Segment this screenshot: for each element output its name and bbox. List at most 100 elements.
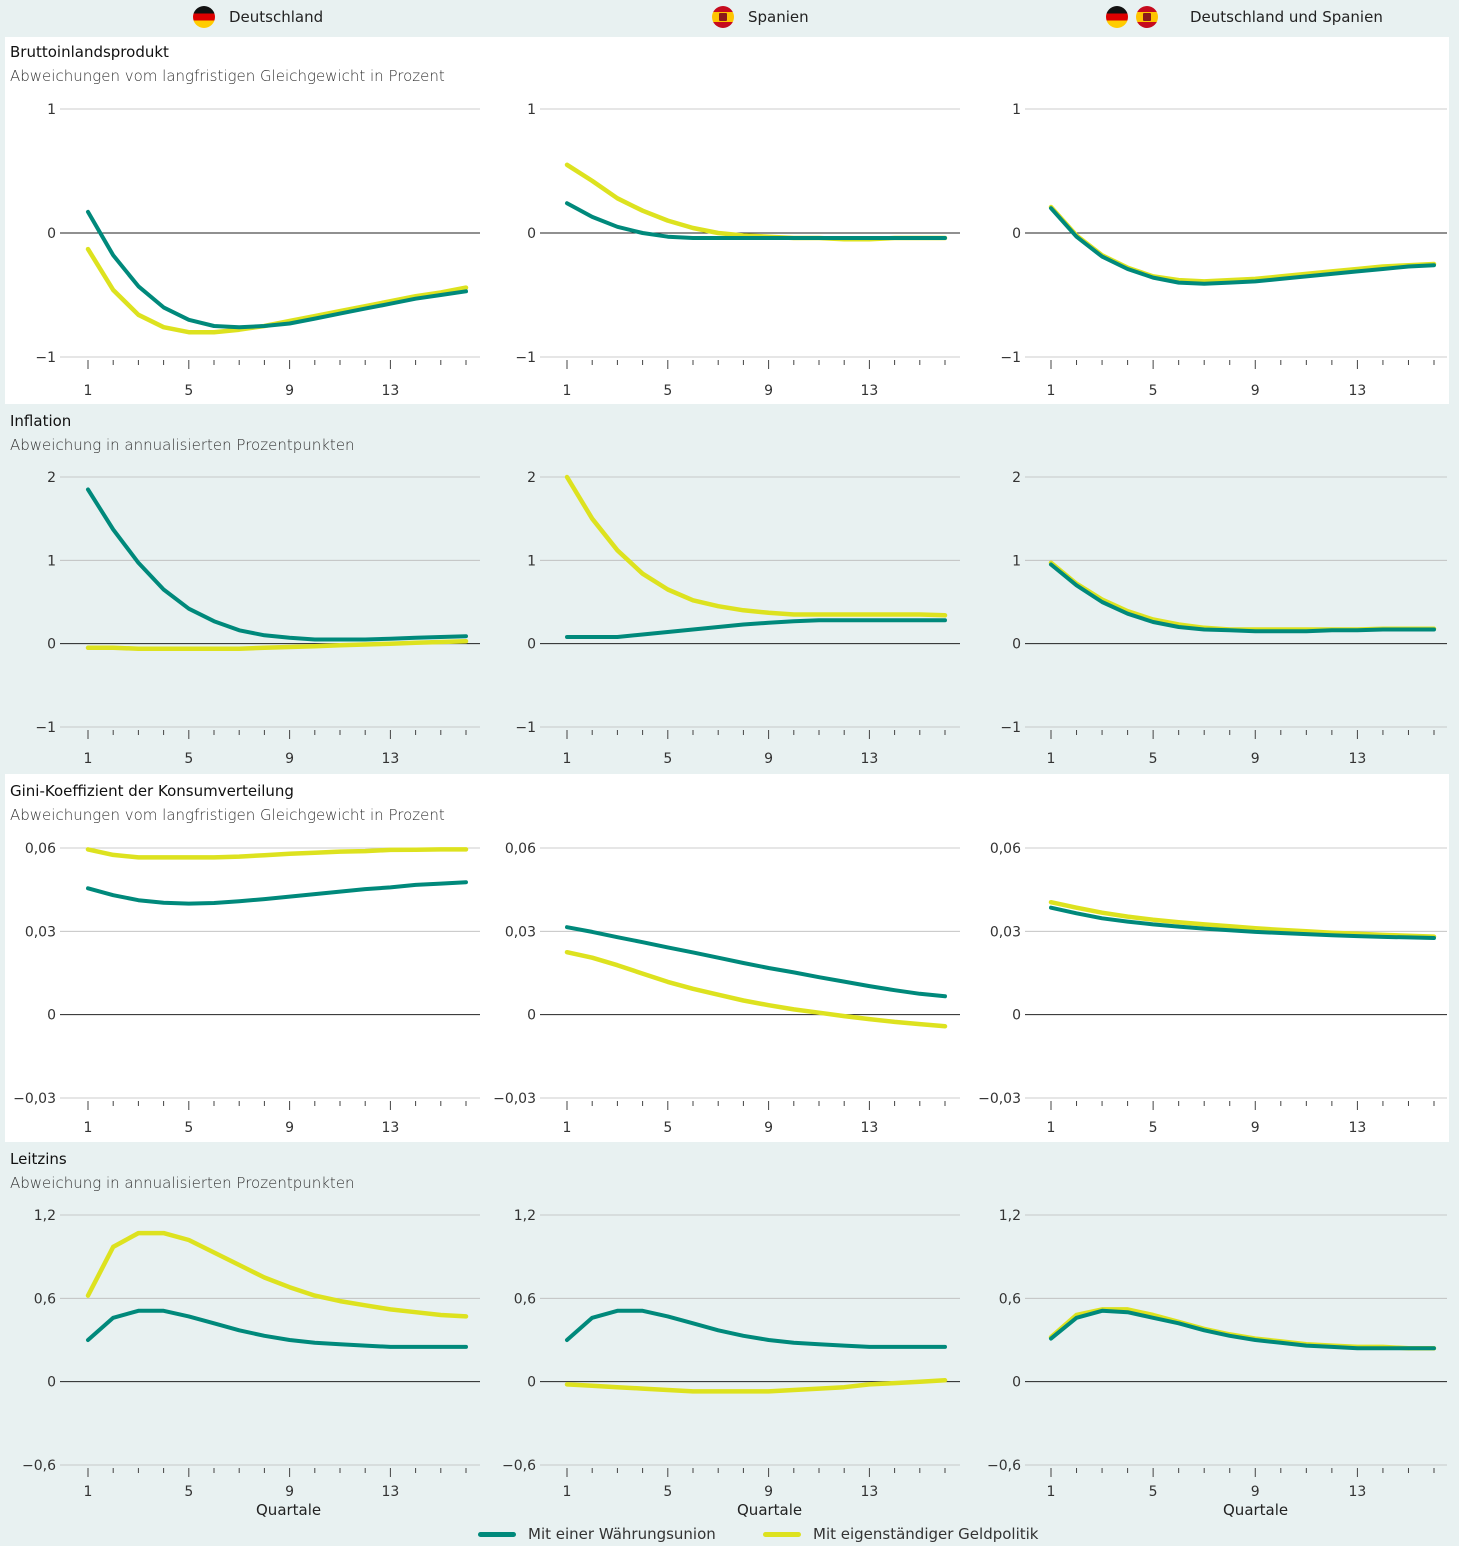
x-tick-label: 1 [84, 1484, 93, 1500]
x-tick-label: 1 [563, 1120, 572, 1136]
x-tick-label: 9 [285, 1484, 294, 1500]
x-tick-label: 13 [1348, 751, 1366, 767]
x-tick-label: 1 [84, 751, 93, 767]
x-tick-label: 9 [1251, 751, 1260, 767]
row-title-leitzins: Leitzins [10, 1150, 67, 1168]
x-tick-label: 5 [1149, 1484, 1158, 1500]
column-header-1: Deutschland [193, 6, 323, 28]
row-band-gdp [5, 37, 1449, 404]
legend-swatch [763, 1531, 801, 1537]
y-tick-label: 0 [47, 637, 56, 653]
series-line-own-policy [1048, 1307, 1437, 1351]
y-tick-label: 0 [527, 637, 536, 653]
x-tick-label: 5 [663, 383, 672, 399]
series-line-union [1049, 905, 1436, 940]
y-tick-label: 0 [47, 226, 56, 242]
y-tick-label: 0,03 [990, 924, 1021, 940]
x-tick-label: 9 [764, 1120, 773, 1136]
spain-flag-icon [1136, 6, 1158, 28]
x-tick-label: 13 [1348, 1120, 1366, 1136]
y-tick-label: −0,6 [22, 1458, 56, 1474]
series-line-own-policy [85, 638, 469, 651]
y-tick-label: 1 [47, 553, 56, 569]
y-tick-label: 0,6 [999, 1291, 1021, 1307]
y-tick-label: 0 [527, 1375, 536, 1391]
y-tick-label: 0,06 [25, 841, 56, 857]
y-tick-label: 1 [527, 102, 536, 118]
series-line-union [86, 487, 468, 642]
x-tick-label: 1 [1047, 1120, 1056, 1136]
row-subtitle-gini: Abweichungen vom langfristigen Gleichgew… [10, 806, 445, 824]
x-tick-label: 5 [663, 1484, 672, 1500]
y-tick-label: −0,03 [13, 1091, 56, 1107]
x-tick-label: 13 [381, 383, 399, 399]
x-tick-label: 5 [184, 751, 193, 767]
x-tick-label: 5 [184, 1120, 193, 1136]
series-line-own-policy [564, 474, 948, 618]
y-tick-label: 0 [527, 1008, 536, 1024]
row-title-gdp: Bruttoinlandsprodukt [10, 43, 169, 61]
row-subtitle-inflation: Abweichung in annualisierten Prozentpunk… [10, 436, 355, 454]
row-title-inflation: Inflation [10, 412, 72, 430]
x-tick-label: 1 [563, 751, 572, 767]
y-tick-label: −1 [35, 720, 56, 736]
x-tick-label: 1 [84, 383, 93, 399]
x-tick-label: 9 [764, 383, 773, 399]
y-tick-label: 0 [1012, 637, 1021, 653]
x-tick-label: 13 [1348, 1484, 1366, 1500]
x-tick-label: 9 [285, 383, 294, 399]
series-line-union [86, 1308, 468, 1349]
column-header-2: Spanien [712, 6, 809, 28]
y-tick-label: 0,6 [34, 1291, 56, 1307]
y-tick-label: 1 [1012, 102, 1021, 118]
y-tick-label: 0 [47, 1375, 56, 1391]
x-tick-label: 9 [1251, 383, 1260, 399]
x-tick-label: 5 [1149, 1120, 1158, 1136]
y-tick-label: 0 [47, 1008, 56, 1024]
x-tick-label: 9 [764, 751, 773, 767]
x-tick-label: 1 [1047, 1484, 1056, 1500]
x-tick-label: 13 [860, 751, 878, 767]
y-tick-label: 0,06 [505, 841, 536, 857]
y-tick-label: 0,03 [505, 924, 536, 940]
y-tick-label: 0,03 [25, 924, 56, 940]
legend-item-union: Mit einer Währungsunion [478, 1524, 716, 1544]
x-axis-title: Quartale [256, 1501, 322, 1519]
series-line-union [565, 201, 947, 240]
x-axis-title: Quartale [737, 1501, 803, 1519]
y-tick-label: 1 [1012, 553, 1021, 569]
germany-flag-icon [193, 6, 215, 28]
x-tick-label: 13 [381, 1484, 399, 1500]
y-tick-label: 0 [527, 226, 536, 242]
row-subtitle-gdp: Abweichungen vom langfristigen Gleichgew… [10, 67, 445, 85]
series-line-union [1049, 1308, 1436, 1351]
y-tick-label: 2 [47, 470, 56, 486]
row-subtitle-leitzins: Abweichung in annualisierten Prozentpunk… [10, 1174, 355, 1192]
column-header-3: Deutschland und Spanien [1106, 6, 1383, 28]
legend-label: Mit einer Währungsunion [528, 1525, 716, 1543]
germany-flag-icon [1106, 6, 1128, 28]
y-tick-label: 1,2 [34, 1208, 56, 1224]
y-tick-label: 1 [527, 553, 536, 569]
series-line-own-policy [85, 1230, 469, 1319]
y-tick-label: −0,6 [502, 1458, 536, 1474]
y-tick-label: −0,03 [978, 1091, 1021, 1107]
x-tick-label: 5 [1149, 751, 1158, 767]
x-tick-label: 1 [563, 383, 572, 399]
legend-item-own-policy: Mit eigenständiger Geldpolitik [763, 1524, 1039, 1544]
legend-label: Mit eigenständiger Geldpolitik [813, 1525, 1039, 1543]
spain-flag-icon [712, 6, 734, 28]
x-tick-label: 9 [285, 1120, 294, 1136]
x-tick-label: 13 [860, 1484, 878, 1500]
series-line-union [565, 1308, 947, 1349]
x-tick-label: 13 [860, 383, 878, 399]
x-tick-label: 1 [1047, 751, 1056, 767]
x-tick-label: 9 [1251, 1484, 1260, 1500]
y-tick-label: −1 [1000, 720, 1021, 736]
x-tick-label: 1 [563, 1484, 572, 1500]
series-line-union [565, 618, 947, 639]
y-tick-label: 2 [1012, 470, 1021, 486]
series-line-own-policy [564, 949, 948, 1029]
series-line-union [565, 925, 947, 999]
